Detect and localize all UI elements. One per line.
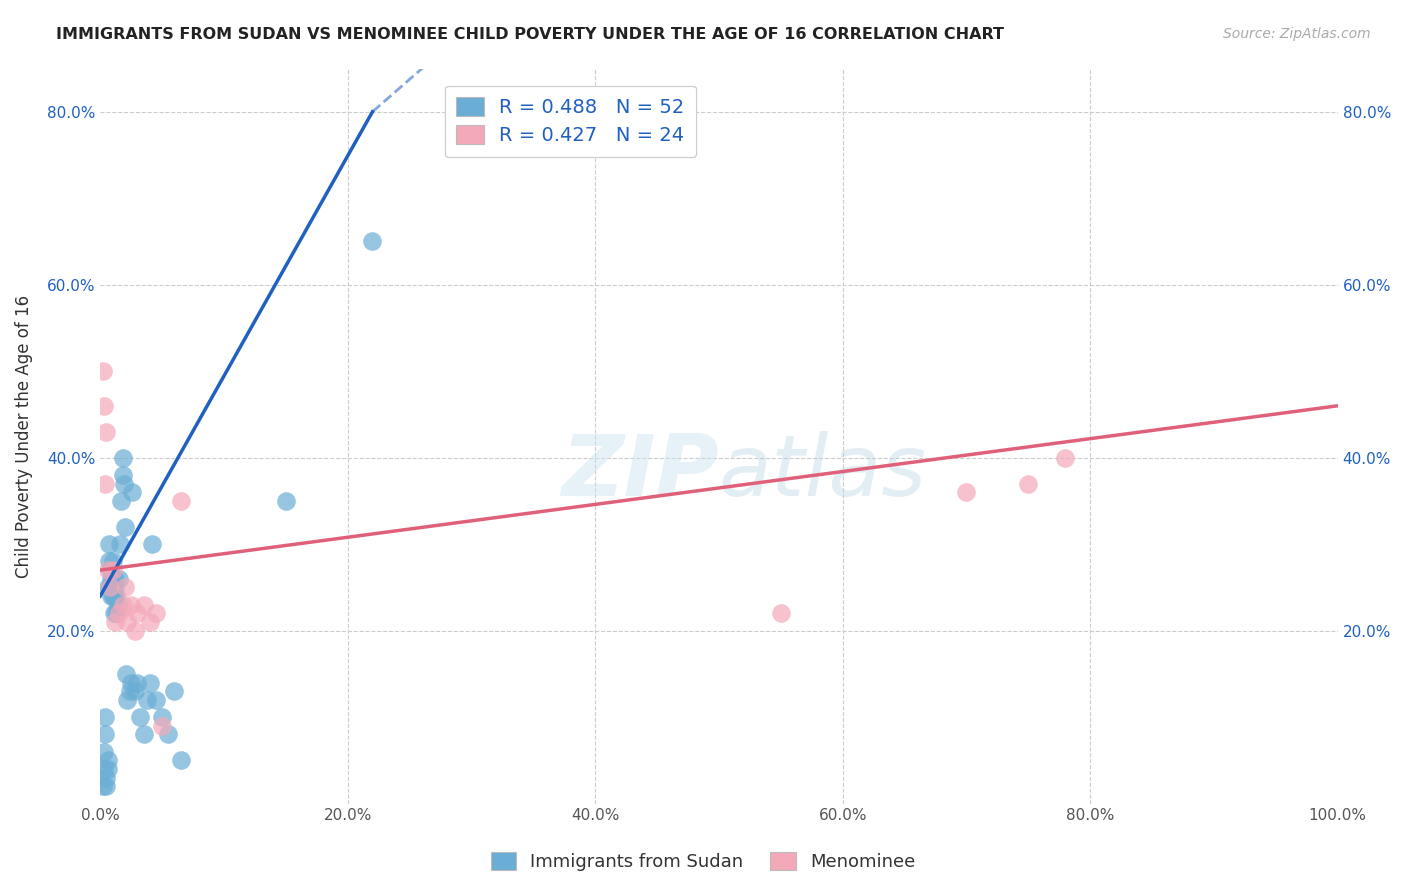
Point [107,598,129,612]
Point [121,485,143,500]
Point [97,537,120,551]
Legend: R = 0.488   N = 52, R = 0.427   N = 24: R = 0.488 N = 52, R = 0.427 N = 24 [444,86,696,157]
Point [274,494,297,508]
Point [118,684,141,698]
Point [97,753,120,767]
Point [97,762,120,776]
Point [96,771,118,785]
Point [114,520,136,534]
Point [127,607,149,621]
Point [101,554,124,568]
Point [101,589,124,603]
Point [361,235,384,249]
Point [98,581,121,595]
Point [128,710,150,724]
Point [157,727,180,741]
Point [120,598,142,612]
Point [117,693,139,707]
Point [93,762,115,776]
Point [150,710,173,724]
Point [127,675,149,690]
Legend: Immigrants from Sudan, Menominee: Immigrants from Sudan, Menominee [484,846,922,879]
Point [108,607,131,621]
Point [98,563,121,577]
Point [139,615,162,629]
Text: atlas: atlas [718,432,927,515]
Point [955,485,977,500]
Point [91,364,114,378]
Point [170,753,193,767]
Y-axis label: Child Poverty Under the Age of 16: Child Poverty Under the Age of 16 [15,294,32,578]
Point [101,572,124,586]
Point [100,572,122,586]
Point [769,607,792,621]
Point [132,727,155,741]
Point [120,675,142,690]
Point [103,607,125,621]
Point [115,666,138,681]
Point [93,745,115,759]
Point [111,467,134,482]
Point [132,598,155,612]
Point [104,581,127,595]
Point [124,684,146,698]
Point [141,537,163,551]
Point [136,693,159,707]
Point [1054,450,1077,465]
Point [170,494,193,508]
Point [111,598,134,612]
Text: ZIP: ZIP [561,432,718,515]
Point [124,624,146,638]
Point [97,563,120,577]
Point [94,710,117,724]
Point [110,494,132,508]
Point [91,780,114,794]
Point [94,727,117,741]
Point [145,607,167,621]
Text: Source: ZipAtlas.com: Source: ZipAtlas.com [1223,27,1371,41]
Point [114,581,136,595]
Point [94,476,117,491]
Point [108,537,131,551]
Point [101,563,124,577]
Text: IMMIGRANTS FROM SUDAN VS MENOMINEE CHILD POVERTY UNDER THE AGE OF 16 CORRELATION: IMMIGRANTS FROM SUDAN VS MENOMINEE CHILD… [56,27,1004,42]
Point [96,780,118,794]
Point [111,450,134,465]
Point [163,684,186,698]
Point [139,675,162,690]
Point [112,476,135,491]
Point [105,607,128,621]
Point [97,554,120,568]
Point [98,581,121,595]
Point [117,615,139,629]
Point [150,719,173,733]
Point [104,615,127,629]
Point [108,572,131,586]
Point [105,589,128,603]
Point [103,589,125,603]
Point [97,581,120,595]
Point [104,572,127,586]
Point [93,399,115,413]
Point [96,425,118,439]
Point [100,589,122,603]
Point [145,693,167,707]
Point [1017,476,1039,491]
